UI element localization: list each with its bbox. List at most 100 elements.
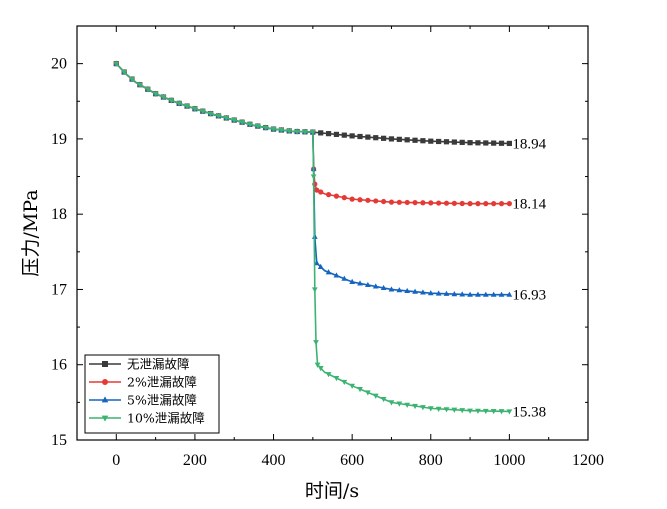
data-point: [498, 140, 505, 146]
data-point: [314, 187, 320, 193]
data-point: [365, 390, 371, 396]
data-point: [420, 200, 426, 206]
data-point: [428, 200, 434, 206]
data-point: [420, 138, 426, 144]
legend-marker: [102, 379, 108, 385]
data-point: [231, 118, 238, 124]
y-axis-title: 压力/MPa: [20, 189, 42, 276]
y-tick-label: 20: [51, 56, 67, 73]
data-point: [404, 199, 410, 206]
data-point: [270, 127, 277, 133]
data-point: [311, 287, 318, 293]
y-tick-label: 18: [51, 206, 67, 223]
legend-label: 10%泄漏故障: [127, 411, 205, 426]
legend-label: 2%泄漏故障: [127, 375, 197, 390]
legend: 无泄漏故障 2%泄漏故障 5%泄漏故障 10%泄漏故障: [84, 354, 220, 434]
data-point: [317, 365, 324, 372]
data-point: [313, 259, 320, 266]
data-point: [388, 136, 395, 142]
data-point: [160, 94, 167, 101]
data-point: [144, 87, 151, 93]
end-label-0: 18.94: [512, 136, 546, 152]
data-point: [490, 291, 497, 297]
data-point: [176, 101, 183, 107]
series-layer: [113, 60, 513, 415]
y-tick-label: 15: [51, 432, 67, 449]
x-tick-label: 800: [419, 452, 443, 469]
legend-marker: [102, 361, 108, 367]
data-point: [349, 196, 355, 202]
data-point: [483, 140, 489, 146]
data-point: [239, 120, 245, 126]
data-point: [333, 193, 340, 199]
data-point: [459, 291, 466, 297]
data-point: [357, 280, 363, 286]
legend-box: [84, 354, 220, 434]
data-point: [388, 400, 395, 406]
data-point: [436, 138, 442, 145]
data-point: [388, 286, 395, 292]
data-point: [121, 69, 128, 76]
data-point: [184, 104, 190, 110]
data-point: [427, 406, 434, 412]
data-point: [412, 403, 418, 410]
data-point: [313, 340, 319, 346]
data-point: [294, 129, 300, 135]
data-point: [428, 138, 434, 144]
data-point: [333, 272, 340, 278]
data-point: [475, 201, 481, 207]
data-point: [357, 133, 363, 140]
data-point: [207, 111, 214, 117]
data-point: [341, 195, 347, 201]
data-point: [278, 127, 285, 134]
data-point: [506, 291, 513, 297]
data-point: [262, 125, 269, 131]
data-point: [318, 189, 324, 195]
data-point: [443, 139, 450, 145]
data-point: [451, 200, 457, 206]
legend-marker: [101, 396, 109, 403]
data-point: [396, 199, 402, 205]
data-point: [490, 409, 497, 415]
data-point: [341, 379, 348, 386]
data-point: [435, 290, 442, 296]
x-tick-label: 1200: [572, 452, 604, 469]
data-point: [443, 290, 450, 296]
data-point: [357, 197, 363, 203]
data-point: [199, 109, 206, 115]
data-point: [314, 362, 321, 368]
data-point: [506, 409, 513, 415]
data-point: [412, 137, 418, 143]
end-labels: 18.94 18.14 16.93 15.38: [512, 136, 546, 420]
data-point: [436, 200, 442, 206]
x-tick-label: 600: [340, 452, 364, 469]
data-point: [404, 402, 411, 408]
data-point: [404, 287, 411, 294]
data-point: [309, 130, 316, 136]
x-tick-label: 200: [183, 452, 207, 469]
data-point: [404, 137, 410, 143]
legend-marker: [101, 415, 109, 422]
x-tick-label: 0: [112, 452, 120, 469]
data-point: [373, 135, 379, 141]
data-point: [506, 140, 512, 147]
plot-frame: [76, 25, 589, 441]
data-point: [302, 129, 308, 135]
data-point: [475, 408, 481, 414]
data-point: [435, 406, 442, 412]
data-point: [286, 128, 293, 135]
y-tick-label: 19: [51, 131, 67, 148]
data-point: [380, 396, 387, 403]
series-2: [113, 60, 513, 297]
data-point: [396, 136, 402, 142]
data-point: [482, 408, 489, 415]
data-point: [152, 91, 159, 97]
data-point: [420, 405, 426, 411]
data-point: [467, 140, 473, 146]
end-label-1: 18.14: [512, 197, 546, 213]
data-point: [137, 82, 143, 88]
data-point: [451, 139, 457, 145]
data-point: [451, 291, 458, 297]
data-point: [482, 291, 489, 297]
data-point: [365, 281, 371, 288]
